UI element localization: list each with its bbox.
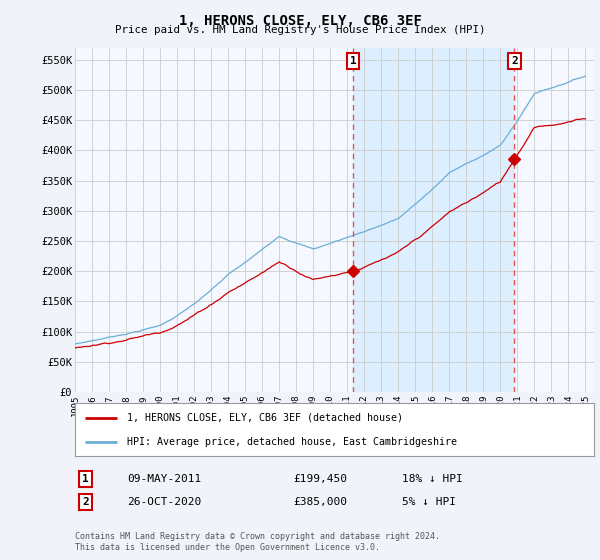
Text: Contains HM Land Registry data © Crown copyright and database right 2024.
This d: Contains HM Land Registry data © Crown c… — [75, 532, 440, 552]
Text: 18% ↓ HPI: 18% ↓ HPI — [402, 474, 463, 484]
Text: 2: 2 — [511, 56, 518, 66]
Text: £385,000: £385,000 — [293, 497, 347, 507]
Text: 5% ↓ HPI: 5% ↓ HPI — [402, 497, 456, 507]
Text: 1, HERONS CLOSE, ELY, CB6 3EF (detached house): 1, HERONS CLOSE, ELY, CB6 3EF (detached … — [127, 413, 403, 423]
Text: 1: 1 — [82, 474, 89, 484]
Text: 2: 2 — [82, 497, 89, 507]
Text: £199,450: £199,450 — [293, 474, 347, 484]
Text: 1: 1 — [350, 56, 356, 66]
Text: 26-OCT-2020: 26-OCT-2020 — [127, 497, 201, 507]
Bar — [353, 48, 514, 392]
Text: 09-MAY-2011: 09-MAY-2011 — [127, 474, 201, 484]
Text: HPI: Average price, detached house, East Cambridgeshire: HPI: Average price, detached house, East… — [127, 437, 457, 447]
Text: Price paid vs. HM Land Registry's House Price Index (HPI): Price paid vs. HM Land Registry's House … — [115, 25, 485, 35]
Text: 1, HERONS CLOSE, ELY, CB6 3EF: 1, HERONS CLOSE, ELY, CB6 3EF — [179, 14, 421, 28]
